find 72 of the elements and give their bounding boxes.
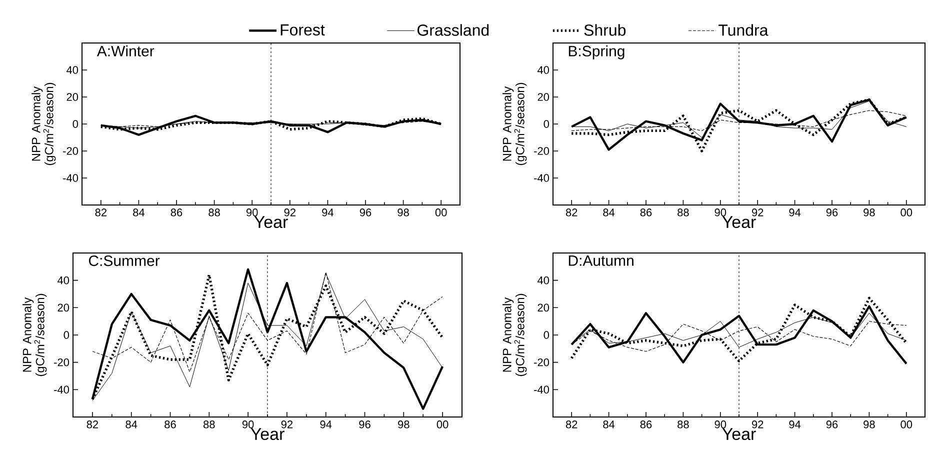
x-tick-label: 88 — [678, 208, 689, 216]
y-tick-label: -40 — [54, 386, 70, 394]
x-tick-label: 90 — [246, 208, 258, 216]
chart-title: C:Summer — [88, 255, 160, 266]
y-tick-label: -20 — [63, 147, 78, 155]
legend-label: Tundra — [718, 24, 768, 36]
x-tick-label: 90 — [242, 420, 254, 428]
x-tick-label: 88 — [204, 420, 215, 428]
x-tick-label: 84 — [133, 208, 144, 216]
x-tick-label: 84 — [603, 420, 615, 428]
y-tick-label: 40 — [57, 276, 70, 284]
y-tick-label: -20 — [534, 358, 550, 366]
x-tick-label: 92 — [752, 420, 764, 428]
x-tick-label: 00 — [436, 420, 448, 428]
x-tick-label: 92 — [281, 420, 293, 428]
y-tick-label: 20 — [538, 304, 550, 312]
x-axis-title: Year — [722, 216, 756, 228]
x-tick-label: 84 — [603, 208, 615, 216]
x-tick-label: 00 — [900, 208, 912, 216]
x-tick-label: 86 — [640, 420, 652, 428]
x-axis-title: Year — [254, 216, 288, 228]
x-axis-title: Year — [722, 428, 756, 440]
x-tick-label: 00 — [900, 420, 912, 428]
x-tick-label: 94 — [789, 208, 801, 216]
y-tick-label: 0 — [64, 331, 70, 339]
x-tick-label: 96 — [360, 208, 372, 216]
x-tick-label: 94 — [320, 420, 332, 428]
chart-title: A:Winter — [96, 45, 154, 56]
x-tick-label: 90 — [714, 208, 726, 216]
y-tick-label: 20 — [66, 93, 78, 101]
x-tick-label: 82 — [566, 208, 578, 216]
x-tick-label: 88 — [208, 208, 220, 216]
x-tick-label: 98 — [864, 420, 875, 428]
y-tick-label: 0 — [72, 120, 78, 128]
y-tick-label: -20 — [534, 147, 550, 155]
legend-label: Forest — [280, 24, 325, 36]
x-tick-label: 96 — [826, 420, 838, 428]
x-tick-label: 94 — [322, 208, 334, 216]
y-tick-label: 40 — [537, 276, 550, 284]
chart-title: D:Autumn — [568, 255, 634, 266]
x-tick-label: 00 — [435, 208, 447, 216]
x-tick-label: 84 — [126, 420, 138, 428]
x-tick-label: 92 — [284, 208, 296, 216]
x-tick-label: 82 — [566, 420, 578, 428]
x-tick-label: 92 — [752, 208, 764, 216]
y-tick-label: 0 — [544, 331, 550, 339]
x-tick-label: 86 — [164, 420, 176, 428]
y-tick-label: -40 — [534, 386, 550, 394]
x-axis-title: Year — [250, 428, 284, 440]
y-tick-label: 20 — [58, 304, 70, 312]
y-tick-label: -40 — [534, 174, 550, 182]
x-tick-label: 82 — [95, 208, 106, 216]
legend-label: Shrub — [584, 24, 626, 36]
chart-title: B:Spring — [568, 45, 624, 60]
y-tick-label: 0 — [544, 120, 550, 128]
legend-label: Grassland — [418, 24, 489, 36]
x-tick-label: 86 — [170, 208, 182, 216]
x-tick-label: 96 — [359, 420, 370, 428]
x-tick-label: 88 — [678, 420, 689, 428]
x-tick-label: 98 — [398, 420, 410, 428]
x-tick-label: 98 — [398, 208, 409, 216]
x-tick-label: 94 — [789, 420, 801, 428]
y-tick-label: -40 — [63, 174, 78, 182]
y-tick-label: 40 — [66, 66, 78, 74]
x-tick-label: 96 — [826, 208, 838, 216]
y-tick-label: 40 — [537, 66, 550, 74]
y-tick-label: -20 — [54, 358, 70, 366]
y-tick-label: 20 — [538, 93, 550, 101]
x-tick-label: 82 — [86, 420, 98, 428]
x-tick-label: 86 — [640, 208, 652, 216]
x-tick-label: 98 — [864, 208, 875, 216]
x-tick-label: 90 — [714, 420, 726, 428]
